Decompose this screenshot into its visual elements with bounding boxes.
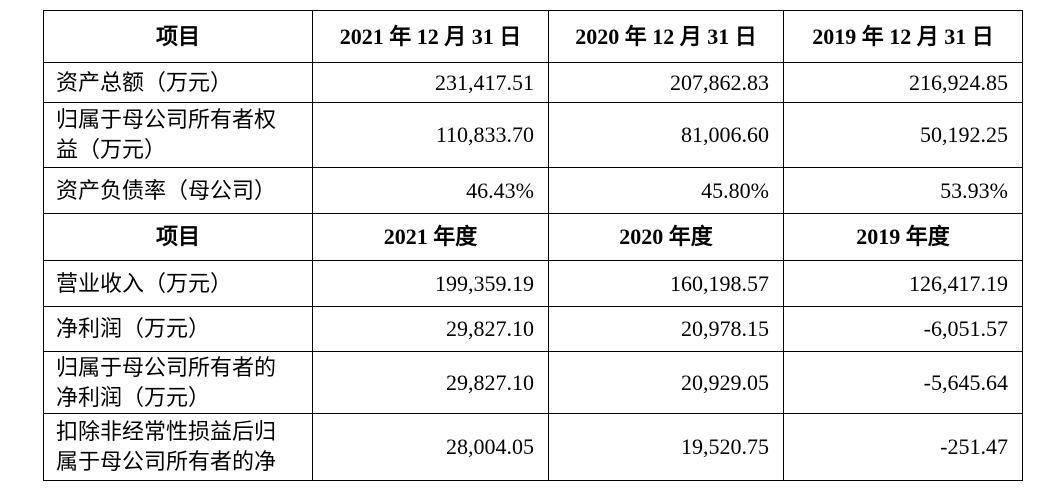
- value-cell: -5,645.64: [783, 351, 1023, 414]
- value-cell: 46.43%: [312, 167, 549, 214]
- row-label: 资产负债率（母公司）: [43, 167, 313, 214]
- value-cell: 216,924.85: [783, 62, 1023, 103]
- header-cell: 2021 年 12 月 31 日: [312, 10, 549, 63]
- data-row: 归属于母公司所有者的净利润（万元） 29,827.10 20,929.05 -5,64…: [43, 351, 1023, 414]
- value-cell: 29,827.10: [312, 306, 549, 352]
- table-body: 项目 2021 年 12 月 31 日 2020 年 12 月 31 日 2019 年…: [43, 10, 1023, 481]
- value-cell: 19,520.75: [548, 413, 784, 481]
- data-row: 净利润（万元） 29,827.10 20,978.15 -6,051.57: [43, 306, 1023, 352]
- data-row: 扣除非经常性损益后归属于母公司所有者的净 28,004.05 19,520.75 -2…: [43, 413, 1023, 481]
- value-cell: 231,417.51: [312, 62, 549, 103]
- value-cell: -6,051.57: [783, 306, 1023, 352]
- value-cell: 50,192.25: [783, 102, 1023, 168]
- header-cell: 2021 年度: [312, 213, 549, 261]
- row-label: 归属于母公司所有者的净利润（万元）: [43, 351, 313, 414]
- row-label: 扣除非经常性损益后归属于母公司所有者的净: [43, 413, 313, 481]
- value-cell: 28,004.05: [312, 413, 549, 481]
- header-cell: 项目: [43, 10, 313, 63]
- value-cell: 207,862.83: [548, 62, 784, 103]
- header-cell: 2020 年 12 月 31 日: [548, 10, 784, 63]
- value-cell: 126,417.19: [783, 260, 1023, 307]
- row-label: 净利润（万元）: [43, 306, 313, 352]
- data-row: 归属于母公司所有者权益（万元） 110,833.70 81,006.60 50,192…: [43, 102, 1023, 168]
- header-cell: 项目: [43, 213, 313, 261]
- value-cell: 29,827.10: [312, 351, 549, 414]
- data-row: 资产总额（万元） 231,417.51 207,862.83 216,924.85: [43, 62, 1023, 103]
- header-row: 项目 2021 年度 2020 年度 2019 年度: [43, 213, 1023, 261]
- row-label: 营业收入（万元）: [43, 260, 313, 307]
- value-cell: 20,929.05: [548, 351, 784, 414]
- header-cell: 2019 年 12 月 31 日: [783, 10, 1023, 63]
- row-label: 归属于母公司所有者权益（万元）: [43, 102, 313, 168]
- header-cell: 2019 年度: [783, 213, 1023, 261]
- value-cell: 45.80%: [548, 167, 784, 214]
- value-cell: 81,006.60: [548, 102, 784, 168]
- data-row: 营业收入（万元） 199,359.19 160,198.57 126,417.19: [43, 260, 1023, 307]
- value-cell: 199,359.19: [312, 260, 549, 307]
- financial-table: 项目 2021 年 12 月 31 日 2020 年 12 月 31 日 2019 年…: [43, 10, 1023, 481]
- row-label: 资产总额（万元）: [43, 62, 313, 103]
- value-cell: 110,833.70: [312, 102, 549, 168]
- value-cell: 160,198.57: [548, 260, 784, 307]
- header-cell: 2020 年度: [548, 213, 784, 261]
- data-row: 资产负债率（母公司） 46.43% 45.80% 53.93%: [43, 167, 1023, 214]
- header-row: 项目 2021 年 12 月 31 日 2020 年 12 月 31 日 2019 年…: [43, 10, 1023, 63]
- value-cell: 20,978.15: [548, 306, 784, 352]
- value-cell: 53.93%: [783, 167, 1023, 214]
- value-cell: -251.47: [783, 413, 1023, 481]
